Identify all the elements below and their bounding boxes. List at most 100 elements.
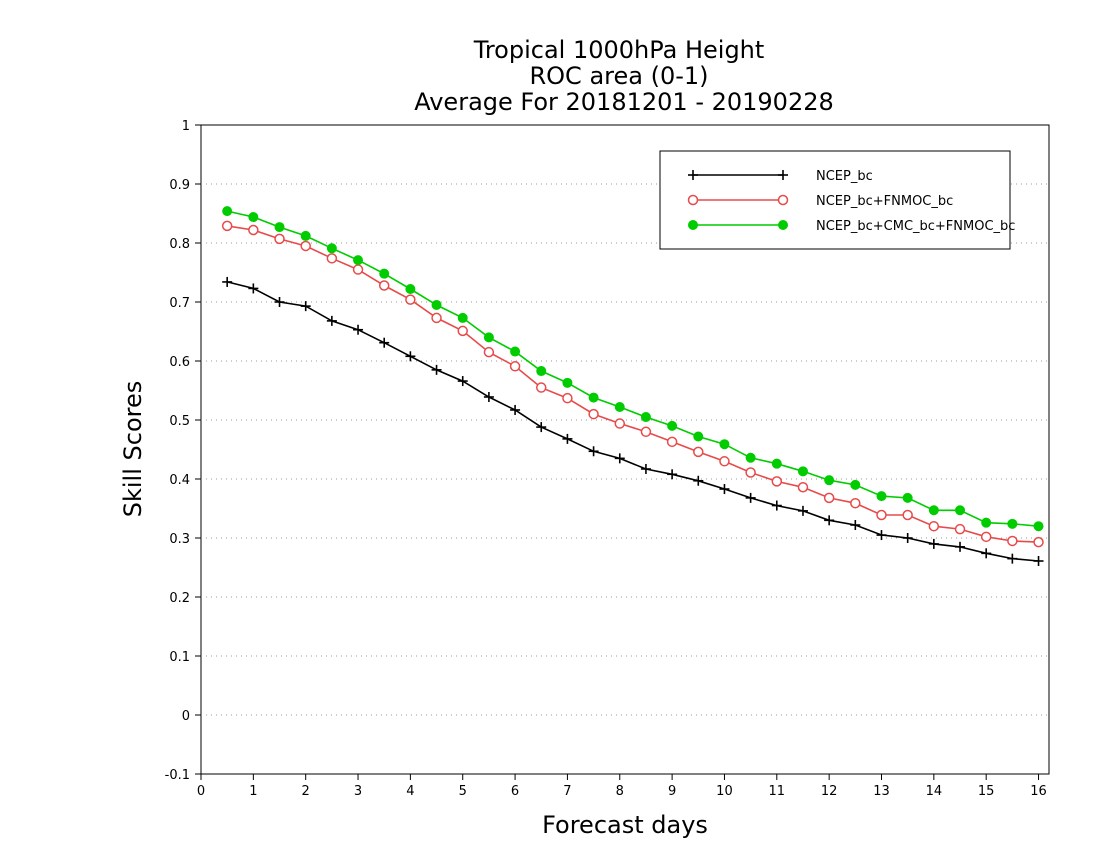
data-point — [457, 325, 468, 337]
data-point — [457, 376, 468, 387]
data-point — [693, 446, 704, 458]
x-axis-ticks: 0 1 2 3 4 5 6 7 8 9 10 11 12 13 14 15 16 — [197, 774, 1047, 799]
data-point — [745, 492, 756, 503]
x-tick-label: 12 — [821, 784, 838, 799]
data-point — [719, 456, 730, 467]
data-point — [614, 418, 626, 429]
data-point — [405, 351, 416, 362]
data-point — [850, 479, 861, 490]
data-point — [955, 505, 966, 516]
data-point — [405, 284, 416, 295]
y-tick-label: 0.1 — [169, 650, 190, 665]
data-point — [824, 475, 835, 486]
data-point — [221, 220, 233, 232]
data-point — [902, 509, 913, 521]
y-tick-label: 0.4 — [169, 473, 190, 488]
data-point — [614, 453, 625, 464]
data-point — [797, 505, 808, 516]
data-point — [300, 230, 311, 241]
data-point — [405, 294, 416, 305]
data-point — [562, 433, 573, 444]
data-point — [509, 361, 521, 372]
data-point — [640, 412, 651, 423]
data-point — [1033, 556, 1044, 567]
data-point — [876, 491, 887, 502]
data-point — [483, 346, 495, 358]
legend-marker — [688, 220, 698, 230]
x-tick-label: 9 — [668, 784, 676, 799]
data-point — [876, 509, 887, 521]
data-point — [326, 243, 337, 254]
chart-title-line-2: ROC area (0-1) — [529, 62, 708, 90]
legend: NCEP_bc NCEP_bc+FNMOC_bc NCEP_bc+CMC_bc+FN… — [659, 150, 1015, 250]
data-point — [771, 458, 782, 469]
data-point — [274, 233, 285, 245]
legend-marker — [688, 170, 698, 180]
legend-marker — [778, 220, 788, 230]
data-point — [483, 332, 494, 343]
x-tick-label: 5 — [459, 784, 467, 799]
data-point — [431, 299, 442, 310]
series-3 — [222, 206, 1044, 532]
data-point — [562, 392, 573, 404]
data-point — [823, 492, 835, 504]
data-point — [955, 541, 966, 552]
legend-marker — [778, 170, 788, 180]
data-point — [248, 212, 259, 223]
data-point — [379, 337, 390, 348]
data-point — [274, 297, 285, 307]
data-point — [667, 420, 678, 431]
y-tick-label: -0.1 — [165, 768, 190, 783]
data-point — [954, 523, 966, 535]
data-point — [640, 426, 652, 438]
legend-label: NCEP_bc — [816, 169, 873, 184]
data-point — [248, 224, 259, 236]
gridlines — [201, 183, 1049, 716]
data-point — [1007, 553, 1018, 564]
data-point — [902, 492, 913, 503]
x-tick-label: 3 — [354, 784, 362, 799]
data-point — [928, 505, 939, 516]
x-tick-label: 6 — [511, 784, 519, 799]
data-point — [588, 446, 599, 457]
data-point — [771, 476, 783, 487]
data-point — [902, 533, 913, 543]
data-point — [536, 422, 547, 433]
data-point — [352, 264, 364, 275]
data-point — [981, 548, 992, 559]
x-tick-label: 10 — [716, 784, 733, 799]
data-point — [562, 377, 573, 388]
data-point — [693, 475, 704, 486]
data-point — [667, 469, 678, 480]
data-point — [300, 301, 311, 312]
data-point — [510, 404, 521, 415]
x-tick-label: 11 — [769, 784, 786, 799]
data-point — [431, 364, 442, 375]
y-axis-ticks: -0.1 0 0.1 0.2 0.3 0.4 0.5 0.6 0.7 0.8 0.9 1 — [165, 119, 201, 783]
data-point — [222, 206, 233, 217]
legend-entry-2: NCEP_bc+FNMOC_bc — [687, 194, 953, 209]
data-point — [981, 517, 992, 528]
data-point — [640, 463, 651, 474]
x-tick-label: 14 — [926, 784, 943, 799]
x-tick-label: 2 — [302, 784, 310, 799]
x-tick-label: 7 — [563, 784, 571, 799]
data-point — [876, 530, 887, 541]
data-point — [1033, 521, 1044, 532]
data-point — [483, 391, 494, 402]
data-point — [431, 312, 442, 324]
data-point — [1007, 518, 1018, 529]
x-tick-label: 4 — [406, 784, 414, 799]
legend-entry-1: NCEP_bc — [688, 169, 873, 184]
data-series — [221, 206, 1044, 567]
data-point — [824, 515, 835, 526]
data-point — [457, 312, 468, 323]
data-point — [353, 324, 364, 335]
series-1 — [222, 276, 1044, 567]
legend-entries: NCEP_bc NCEP_bc+FNMOC_bc NCEP_bc+CMC_bc+FN… — [687, 169, 1015, 234]
y-tick-label: 0.8 — [169, 237, 190, 252]
data-point — [928, 538, 939, 549]
y-tick-label: 0.2 — [169, 591, 190, 606]
data-point — [353, 255, 364, 266]
